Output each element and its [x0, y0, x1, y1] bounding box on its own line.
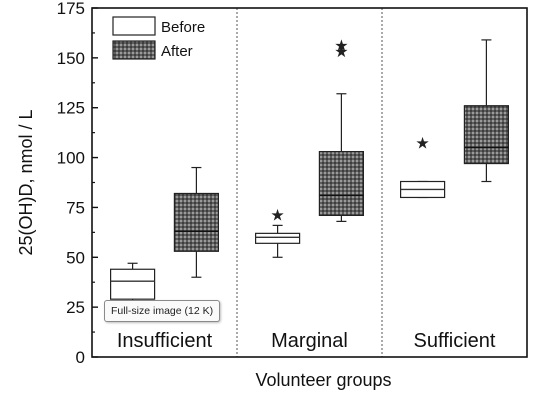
outlier-point: ★ — [334, 36, 348, 55]
y-tick-label: 175 — [57, 0, 85, 18]
outlier-point: ★ — [415, 134, 429, 153]
box-after-sufficient — [463, 39, 509, 183]
y-tick-label: 125 — [57, 99, 85, 118]
category-label: Sufficient — [414, 330, 496, 352]
legend-label-after: After — [161, 43, 193, 60]
box-after-insufficient — [173, 166, 219, 278]
legend-swatch-before — [112, 16, 156, 36]
y-tick-label: 25 — [66, 298, 85, 317]
category-label: Insufficient — [117, 330, 213, 352]
outlier-point: ★ — [334, 42, 348, 61]
y-tick-label: 0 — [76, 348, 85, 367]
box-iqr — [109, 268, 156, 300]
box-iqr — [255, 232, 301, 244]
box-after-marginal: ★★ — [318, 36, 364, 222]
box-iqr — [173, 192, 219, 252]
y-tick-label: 75 — [66, 198, 85, 217]
y-tick-label: 100 — [57, 149, 85, 168]
box-before-insufficient — [109, 262, 156, 314]
legend-swatch-after — [112, 40, 156, 60]
box-iqr — [318, 150, 364, 217]
y-axis-label: 25(OH)D, nmol / L — [16, 109, 36, 255]
full-size-image-tooltip[interactable]: Full-size image (12 K) — [104, 300, 221, 322]
outlier-point: ★ — [270, 205, 284, 224]
legend-label-before: Before — [161, 19, 205, 36]
y-tick-label: 50 — [66, 248, 85, 267]
box-before-sufficient: ★ — [400, 134, 446, 199]
box-before-marginal: ★ — [255, 205, 301, 258]
category-label: Marginal — [271, 330, 348, 352]
box-iqr — [463, 105, 509, 165]
y-tick-label: 150 — [57, 49, 85, 68]
x-axis-label: Volunteer groups — [255, 370, 391, 390]
